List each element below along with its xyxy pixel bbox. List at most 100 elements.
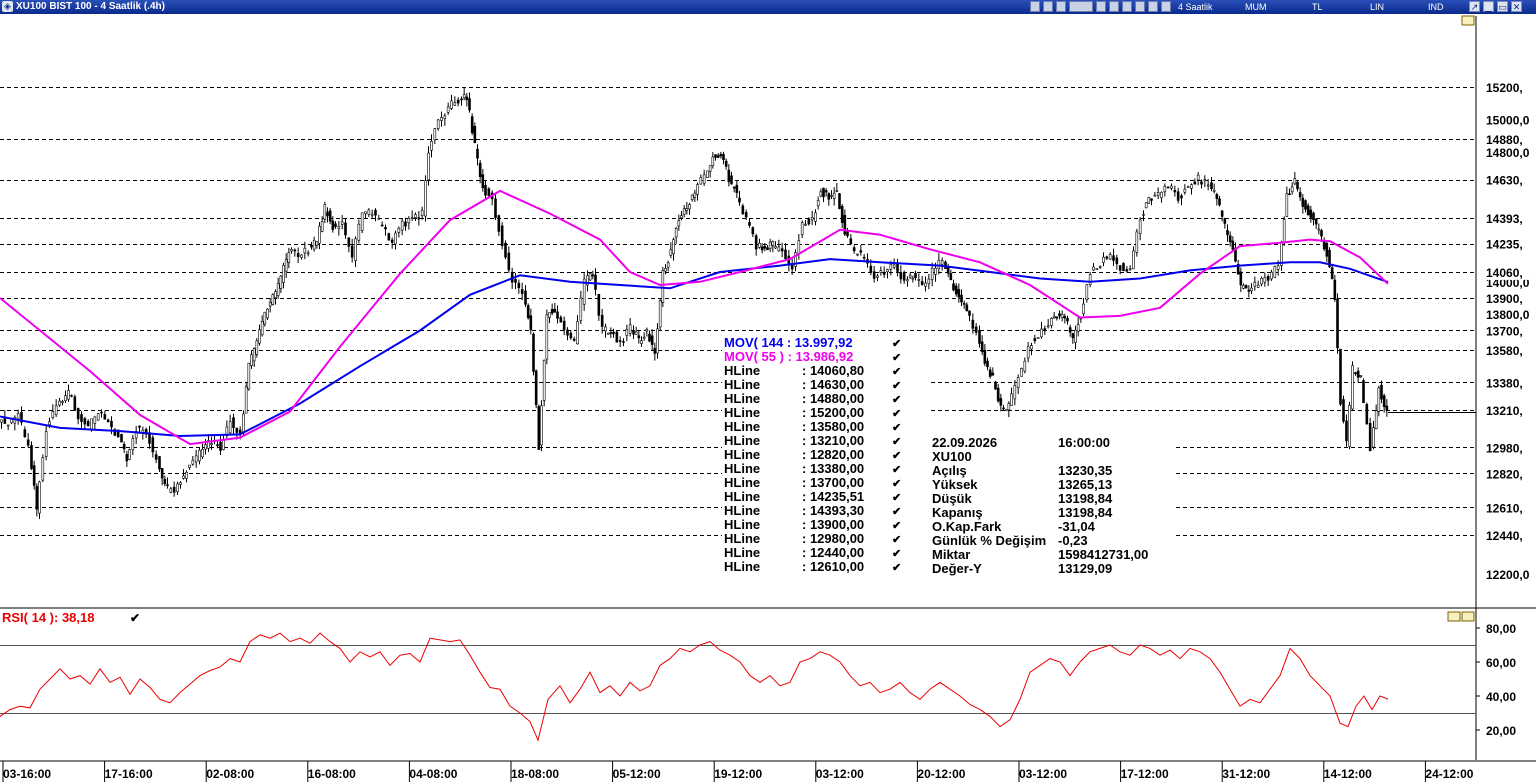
candle-body <box>1263 277 1267 283</box>
close-button[interactable]: ✕ <box>1511 1 1522 12</box>
candle-body <box>427 152 430 181</box>
candle-body <box>902 273 906 281</box>
candle-body <box>1351 365 1354 410</box>
candle-body <box>122 443 126 450</box>
rsi-check-icon: ✔ <box>130 611 140 625</box>
currency-selector[interactable]: TL <box>1312 2 1323 12</box>
minimize-button[interactable]: ▁ <box>1483 1 1494 12</box>
info-value: -31,04 <box>1058 519 1096 534</box>
candle-body <box>664 268 667 272</box>
candle-body <box>266 308 269 319</box>
pin-icon[interactable]: ↗ <box>1469 1 1480 12</box>
candle-body <box>144 429 148 435</box>
candle-body <box>978 330 981 344</box>
candle-body <box>754 235 758 250</box>
candle-body <box>410 217 414 219</box>
scale-selector[interactable]: LIN <box>1370 2 1385 12</box>
bar-icon[interactable] <box>1056 1 1066 12</box>
hline-label-bg <box>1477 439 1536 456</box>
candle-body <box>1372 427 1375 448</box>
candle-body <box>906 279 909 282</box>
candle-body <box>201 449 204 458</box>
candle-body <box>968 310 971 316</box>
candle-body <box>714 154 717 158</box>
candle-body <box>1004 409 1008 412</box>
candle-body <box>927 278 931 284</box>
time-tick-label: 24-12:00 <box>1425 767 1473 781</box>
grid-icon[interactable] <box>1096 1 1106 12</box>
candle-body <box>222 439 225 450</box>
candle-body <box>1092 266 1095 271</box>
candle-body <box>1196 174 1200 181</box>
hline-label: 12440, <box>1486 529 1523 543</box>
legend-value: : 12820,00 <box>802 447 864 462</box>
candle-body <box>699 177 703 185</box>
candle-body <box>287 252 291 263</box>
legend-value: : 14880,00 <box>802 391 864 406</box>
candle-body <box>103 414 107 420</box>
candle-body <box>1112 255 1115 261</box>
candle-body <box>357 223 361 241</box>
candle-body <box>219 441 222 451</box>
candle-body <box>462 94 466 99</box>
candle-body <box>191 459 195 465</box>
candle-body <box>1163 185 1167 193</box>
candle-body <box>1285 193 1289 217</box>
legend-check-icon: ✔ <box>892 548 901 560</box>
candle-body <box>744 212 748 218</box>
pencil-icon[interactable] <box>1122 1 1132 12</box>
candle-body <box>360 212 364 231</box>
candle-body <box>949 273 953 281</box>
candle-body <box>637 335 641 339</box>
legend-value: : 14630,00 <box>802 377 864 392</box>
time-tick-label: 19-12:00 <box>714 767 762 781</box>
template-icon[interactable] <box>1069 1 1093 12</box>
candle-body <box>1333 279 1337 300</box>
legend-check-icon: ✔ <box>892 380 901 392</box>
candle-body <box>572 338 576 341</box>
candles-group <box>0 87 1389 519</box>
candle-body <box>210 443 213 445</box>
app-icon[interactable]: ◈ <box>2 1 13 12</box>
candle-body <box>790 264 794 270</box>
kind-selector[interactable]: IND <box>1428 2 1444 12</box>
candle-body <box>957 289 961 298</box>
maximize-button[interactable]: ▭ <box>1497 1 1508 12</box>
candle-body <box>669 249 673 256</box>
candle-body <box>110 420 113 428</box>
candle-body <box>258 329 261 344</box>
legend-check-icon: ✔ <box>892 408 901 420</box>
candle-body <box>784 249 787 259</box>
candle-body <box>169 488 173 493</box>
rsi-tick-label: 40,00 <box>1486 690 1516 704</box>
candle-body <box>711 156 715 166</box>
candle-body <box>443 115 447 119</box>
candle-body <box>242 413 245 432</box>
candle-body <box>724 160 728 167</box>
chart-type-selector[interactable]: MUM <box>1245 2 1267 12</box>
candle-body <box>1317 228 1321 231</box>
legend-item: HLine <box>724 545 760 560</box>
candle-body <box>38 481 41 514</box>
candle-body <box>816 200 820 207</box>
table-icon[interactable] <box>1109 1 1119 12</box>
candle-body <box>965 304 969 312</box>
settings-icon[interactable] <box>1161 1 1171 12</box>
line-icon[interactable] <box>1043 1 1053 12</box>
zoom-icon[interactable] <box>1148 1 1158 12</box>
candle-body <box>819 191 823 197</box>
period-selector[interactable]: 4 Saatlik <box>1178 2 1213 12</box>
brush-icon[interactable] <box>1135 1 1145 12</box>
candle-body <box>374 209 377 216</box>
price-tick-label: 13800,0 <box>1486 308 1530 322</box>
candle-body <box>514 279 517 283</box>
candle-body <box>640 340 643 344</box>
candle-icon[interactable] <box>1030 1 1040 12</box>
candle-body <box>198 449 201 462</box>
candle-body <box>326 211 329 217</box>
candle-body <box>751 227 755 235</box>
candle-body <box>70 394 73 397</box>
candle-body <box>529 315 533 331</box>
candle-body <box>1020 368 1023 377</box>
